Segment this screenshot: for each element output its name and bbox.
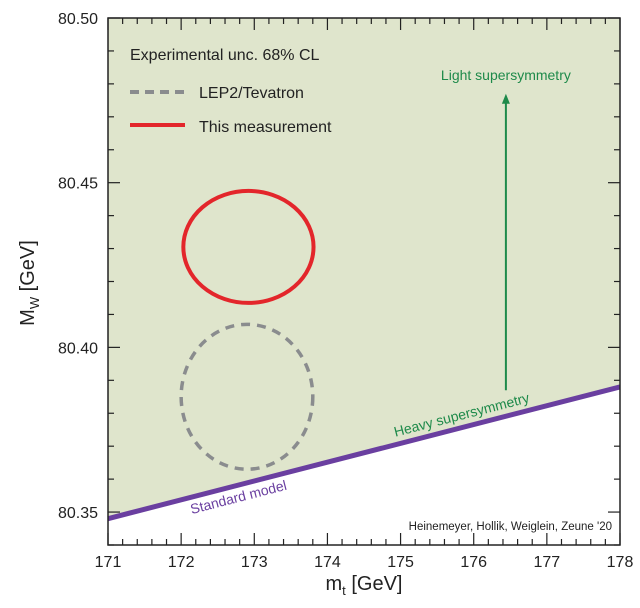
y-tick-label: 80.50 xyxy=(58,11,98,28)
y-tick-label: 80.45 xyxy=(58,176,98,193)
x-axis-label: mt [GeV] xyxy=(326,573,403,598)
arrow-head-icon xyxy=(501,93,510,104)
y-tick-label: 80.40 xyxy=(58,340,98,357)
x-tick-label: 178 xyxy=(607,554,634,571)
legend-entry-lep2: LEP2/Tevatron xyxy=(199,85,304,102)
x-tick-label: 174 xyxy=(314,554,341,571)
x-tick-label: 176 xyxy=(460,554,487,571)
credit-label: Heinemeyer, Hollik, Weiglein, Zeune '20 xyxy=(409,521,612,533)
x-tick-label: 177 xyxy=(534,554,561,571)
x-tick-label: 172 xyxy=(168,554,195,571)
y-axis-label: MW [GeV] xyxy=(17,240,42,326)
light-susy-label: Light supersymmetry xyxy=(441,67,571,83)
standard-model-line xyxy=(107,384,621,522)
x-tick-label: 173 xyxy=(241,554,268,571)
allowed-region xyxy=(108,18,620,519)
legend-title: Experimental unc. 68% CL xyxy=(130,47,320,64)
x-tick-label: 171 xyxy=(95,554,122,571)
y-tick-label: 80.35 xyxy=(58,505,98,522)
this-measurement-ellipse xyxy=(181,188,316,305)
legend: Experimental unc. 68% CL LEP2/Tevatron T… xyxy=(130,47,332,136)
axis-ticks xyxy=(107,17,621,546)
lep2-tevatron-ellipse xyxy=(179,322,315,471)
legend-entry-measurement: This measurement xyxy=(199,119,332,136)
x-tick-label: 175 xyxy=(387,554,414,571)
